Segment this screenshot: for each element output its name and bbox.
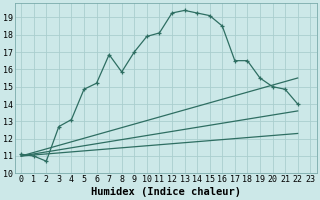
X-axis label: Humidex (Indice chaleur): Humidex (Indice chaleur)	[91, 186, 241, 197]
